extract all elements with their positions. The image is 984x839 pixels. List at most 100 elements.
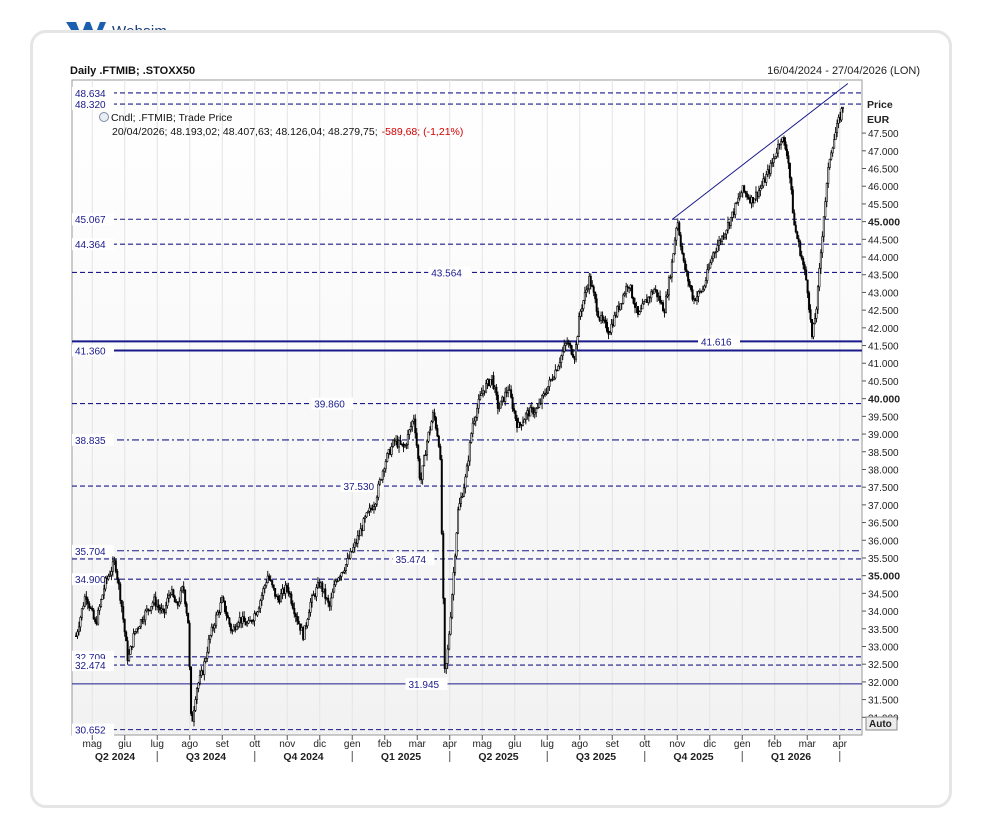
candle-body <box>583 292 586 301</box>
date-range: 16/04/2024 - 27/04/2026 (LON) <box>767 65 920 77</box>
level-label: 31.945 <box>409 680 440 691</box>
candle-body <box>125 631 128 642</box>
candle-body <box>577 316 580 337</box>
candle-body <box>252 620 255 622</box>
candle-body <box>712 252 715 259</box>
candle-body <box>532 407 535 415</box>
candle-body <box>116 570 119 580</box>
candle-body <box>706 269 709 281</box>
y-tick-label: 35.000 <box>868 571 900 583</box>
candle-body <box>499 400 502 409</box>
candle-body <box>135 628 138 632</box>
candle-body <box>836 123 839 133</box>
candle-body <box>222 597 225 602</box>
y-tick-label: 42.000 <box>868 324 899 335</box>
candle-body <box>378 479 381 485</box>
candle-body <box>337 577 340 582</box>
candle-body <box>136 628 139 630</box>
candle-body <box>626 286 629 288</box>
candle-body <box>399 440 402 445</box>
legend-change: -589,68; (-1,21%) <box>382 126 464 138</box>
candle-body <box>386 453 389 462</box>
candle-body <box>743 185 746 192</box>
candle-body <box>166 597 169 606</box>
candle-body <box>315 587 318 597</box>
candle-body <box>701 288 704 292</box>
candle-body <box>464 476 467 489</box>
candle-body <box>729 216 732 226</box>
level-label-bg <box>72 98 114 111</box>
candle-body <box>747 196 750 199</box>
currency-axis-label: EUR <box>867 114 890 126</box>
level-label-bg <box>72 86 114 99</box>
candle-body <box>824 201 827 218</box>
candle-body <box>274 588 277 597</box>
x-month-label: mag <box>83 739 102 750</box>
candle-body <box>206 651 209 659</box>
candle-body <box>310 595 313 603</box>
candle-body <box>380 479 383 481</box>
x-month-label: mar <box>409 739 427 750</box>
candle-body <box>840 108 843 121</box>
candle-body <box>684 260 687 271</box>
level-label-bg <box>392 552 435 565</box>
level-label-bg <box>72 659 114 672</box>
candle-body <box>662 302 665 312</box>
candle-body <box>253 613 256 621</box>
y-tick-label: 33.500 <box>868 625 899 636</box>
x-month-label: mar <box>799 739 817 750</box>
candle-body <box>356 535 359 544</box>
candle-body <box>771 162 774 164</box>
candle-body <box>785 148 788 156</box>
candle-body <box>796 231 799 240</box>
candle-body <box>793 212 796 226</box>
candle-body <box>406 434 409 445</box>
candle-body <box>610 323 613 333</box>
candle-body <box>806 279 809 294</box>
candle-body <box>80 608 83 618</box>
candle-body <box>188 622 191 668</box>
candle-body <box>126 640 129 661</box>
candle-body <box>672 253 675 263</box>
y-tick-label: 46.500 <box>868 165 899 176</box>
candle-body <box>455 532 458 557</box>
trendline[interactable] <box>672 83 849 220</box>
candle-body <box>740 192 743 197</box>
level-label-bg <box>340 480 383 493</box>
candle-body <box>642 301 645 305</box>
candle-body <box>97 609 100 625</box>
candle-body <box>280 593 283 603</box>
level-label: 35.474 <box>396 555 427 566</box>
candle-body <box>616 306 619 317</box>
candle-body <box>827 167 830 184</box>
candle-body <box>492 375 495 389</box>
candle-body <box>800 255 803 259</box>
candle-body <box>623 293 626 296</box>
price-axis-label: Price <box>867 99 893 111</box>
auto-scale-button[interactable]: Auto <box>865 716 898 731</box>
candle-body <box>518 422 521 425</box>
candle-body <box>369 507 372 510</box>
candle-body <box>430 421 433 431</box>
candle-body <box>426 440 429 456</box>
candle-body <box>216 611 219 616</box>
auto-scale-label: Auto <box>869 719 892 730</box>
candle-body <box>790 177 793 191</box>
x-month-label: giu <box>508 739 521 750</box>
x-quarter-label: Q1 2025 <box>381 751 421 763</box>
x-month-label: mag <box>473 739 492 750</box>
candle-body <box>414 418 417 434</box>
candle-body <box>364 516 367 520</box>
candle-body <box>259 600 262 609</box>
candle-body <box>546 386 549 394</box>
candle-body <box>601 315 604 321</box>
series-marker-icon[interactable] <box>99 112 109 122</box>
candle-body <box>339 576 342 579</box>
candle-body <box>548 379 551 387</box>
x-month-label: apr <box>833 739 848 750</box>
candle-body <box>461 496 464 498</box>
candle-body <box>437 435 440 447</box>
candle-body <box>454 555 457 573</box>
candle-body <box>167 595 170 599</box>
